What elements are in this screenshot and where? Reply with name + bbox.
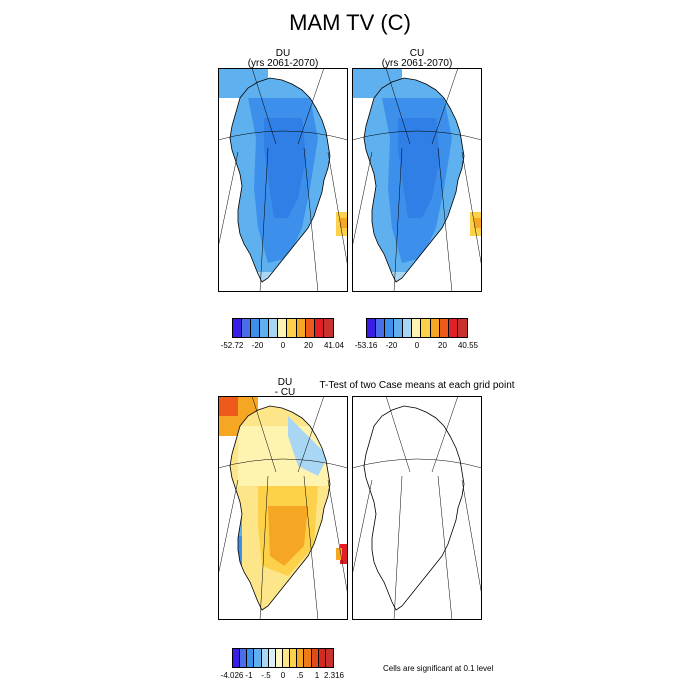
colorbar-du-swatch [242,319,252,337]
colorbar-diff-swatch [275,649,283,667]
map-diff [218,396,348,620]
significance-note: Cells are significant at 0.1 level [383,664,494,673]
colorbar-diff-swatch [304,649,312,667]
colorbar-diff-label: 1 [314,671,320,680]
colorbar-cu-swatch [457,319,467,337]
colorbar-cu-swatch [394,319,404,337]
colorbar-cu-swatches [366,318,468,338]
coastline [229,405,331,611]
colorbar-diff-label: 0 [280,671,286,680]
colorbar-du: -52.72 -20 0 20 41.04 [221,318,344,350]
colorbar-du-label: -20 [251,341,264,350]
colorbar-cu-label: 0 [414,341,420,350]
colorbar-cu-swatch [439,319,449,337]
ttest-panel-title: T-Test of two Case means at each grid po… [319,380,515,391]
colorbar-diff-swatches [232,648,334,668]
colorbar-diff-swatch [240,649,248,667]
colorbar-cu-label: 40.55 [457,341,479,350]
colorbar-diff-label: 2.316 [323,671,345,680]
colorbar-cu-labels: -53.16 -20 0 20 40.55 [355,338,478,350]
colorbar-du-swatch [296,319,306,337]
colorbar-du-label: 0 [280,341,286,350]
map-cu [352,68,482,292]
colorbar-du-label: -52.72 [220,341,244,350]
colorbar-diff-swatch [290,649,298,667]
du-title-line2: (yrs 2061-2070) [247,58,319,69]
cu-title-line2: (yrs 2061-2070) [381,58,453,69]
colorbar-diff-label: -1 [245,671,253,680]
colorbar-du-swatch [305,319,315,337]
colorbar-du-swatch [233,319,243,337]
map-ttest [352,396,482,620]
colorbar-du-swatch [323,319,333,337]
colorbar-du-swatches [232,318,334,338]
colorbar-du-swatch [269,319,279,337]
colorbar-diff-swatch [311,649,319,667]
colorbar-diff-label: -4.026 [220,671,244,680]
colorbar-diff-swatch [297,649,305,667]
colorbar-cu-swatch [385,319,395,337]
colorbar-cu-swatch [421,319,431,337]
colorbar-du-swatch [287,319,297,337]
coastline [363,405,465,611]
colorbar-diff-swatch [261,649,269,667]
colorbar-du-swatch [260,319,270,337]
colorbar-cu-swatch [403,319,413,337]
coastline [363,77,465,283]
colorbar-diff: -4.026 -1 -.5 0 .5 1 2.316 [221,648,344,680]
colorbar-cu-swatch [430,319,440,337]
colorbar-cu-label: -53.16 [354,341,378,350]
colorbar-diff-swatch [254,649,262,667]
coastline [229,77,331,283]
colorbar-du-label: 20 [304,341,313,350]
colorbar-cu-swatch [448,319,458,337]
colorbar-diff-label: .5 [296,671,304,680]
colorbar-diff-swatch [325,649,333,667]
colorbar-cu: -53.16 -20 0 20 40.55 [355,318,478,350]
colorbar-du-labels: -52.72 -20 0 20 41.04 [221,338,344,350]
colorbar-diff-swatch [282,649,291,667]
map-du [218,68,348,292]
colorbar-du-swatch [251,319,261,337]
colorbar-cu-swatch [367,319,377,337]
colorbar-diff-labels: -4.026 -1 -.5 0 .5 1 2.316 [221,668,344,680]
du-title-line1: DU [275,48,291,59]
cu-title-line1: CU [409,48,425,59]
figure-title: MAM TV (C) [289,10,411,35]
colorbar-du-swatch [314,319,324,337]
colorbar-cu-swatch [412,319,422,337]
cu-panel-title: CU (yrs 2061-2070) [352,49,482,69]
colorbar-diff-swatch [268,649,276,667]
colorbar-diff-label: -.5 [261,671,271,680]
diff-title-line1: DU [277,377,293,388]
diff-panel-title: DU - CU [250,378,320,398]
colorbar-diff-swatch [247,649,255,667]
colorbar-du-swatch [278,319,288,337]
du-panel-title: DU (yrs 2061-2070) [218,49,348,69]
colorbar-diff-swatch [318,649,326,667]
diff-title-line2: - CU [274,387,296,398]
colorbar-du-label: 41.04 [323,341,345,350]
colorbar-cu-label: -20 [385,341,398,350]
colorbar-diff-swatch [233,649,241,667]
colorbar-cu-label: 20 [438,341,447,350]
colorbar-cu-swatch [376,319,386,337]
